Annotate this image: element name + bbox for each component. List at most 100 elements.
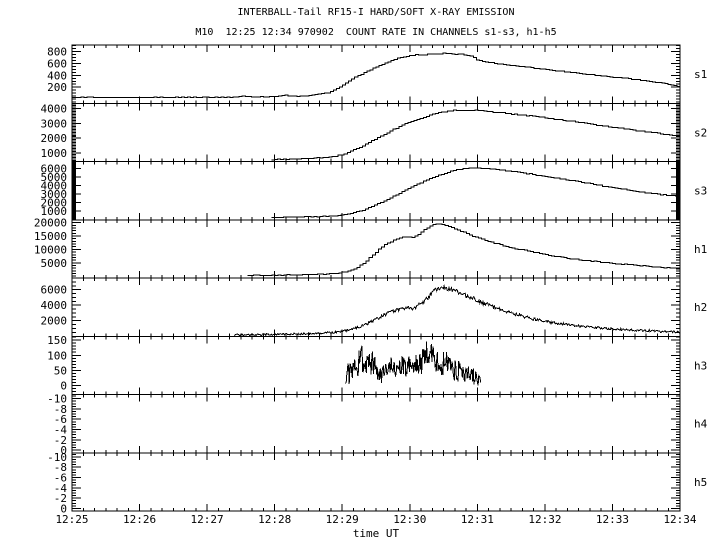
h1-y-minor-ticks [72,219,680,277]
h1-y-tick-label: 15000 [34,230,67,243]
s2-y-tick-label: 3000 [41,117,68,130]
panel-h4: -10-8-6-4-20 h4 [47,393,707,458]
x-tick-label-12:29: 12:29 [326,513,359,526]
h4-channel-label: h4 [694,418,708,431]
s3-y-major-ticks [72,167,680,212]
h3-panel-border [71,335,681,395]
s2-y-major-ticks [72,108,680,154]
panel-h3: 0 50 100 150 h3 [47,334,707,395]
s2-trace [271,109,680,161]
h3-y-tick-label: 150 [47,334,67,347]
h3-y-major-ticks [72,339,680,386]
x-tick-label-12:33: 12:33 [596,513,629,526]
s3-panel-border [71,161,681,221]
s1-y-tick-label: 800 [47,46,67,59]
s1-y-major-ticks [72,51,680,88]
h3-y-tick-label: 50 [54,364,67,377]
h1-channel-label: h1 [694,243,707,256]
h1-y-major-ticks [72,222,680,264]
h3-trace [345,341,482,386]
h5-y-tick-label: -2 [54,492,67,505]
s3-y-tick-label: 4000 [41,180,68,193]
x-tick-label-12:28: 12:28 [258,513,291,526]
chart-subtitle: M10 12:25 12:34 970902 COUNT RATE IN CHA… [195,27,557,38]
h5-y-tick-label: -6 [54,472,67,485]
s1-channel-label: s1 [694,68,707,81]
h5-y-minor-ticks [72,453,680,512]
x-tick-labels: 12:25 12:26 12:27 12:28 12:29 12:30 12:31 12:32… [55,513,696,526]
h4-y-tick-label: 0 [60,444,67,457]
s3-y-tick-label: 3000 [41,188,68,201]
s2-y-minor-ticks [72,103,680,161]
h4-y-tick-label: -10 [47,393,67,406]
h5-y-tick-label: -4 [54,482,68,495]
x-tick-label-12:27: 12:27 [191,513,224,526]
h3-y-tick-label: 100 [47,349,67,362]
x-tick-label-12:32: 12:32 [528,513,561,526]
s2-channel-label: s2 [694,126,707,139]
h5-y-tick-label: -10 [47,451,67,464]
h1-panel-border [71,219,681,279]
h5-y-tick-label: 0 [60,502,67,515]
s2-x-ticks [71,103,681,162]
s2-y-tick-label: 4000 [41,103,68,116]
h2-y-major-ticks [72,289,680,322]
x-tick-label-12:31: 12:31 [461,513,494,526]
h4-y-major-ticks [72,398,680,451]
x-tick-label-12:26: 12:26 [123,513,156,526]
h2-y-tick-label: 6000 [41,284,68,297]
chart-title: INTERBALL-Tail RF15-I HARD/SOFT X-RAY EM… [237,7,515,18]
h2-trace [233,283,680,337]
s2-panel-border [71,102,681,162]
h1-x-ticks [71,219,681,278]
s2-y-tick-label: 1000 [41,147,68,160]
s1-y-tick-label: 200 [47,81,67,94]
h3-x-ticks [71,336,681,395]
h2-x-ticks [71,278,681,337]
s2-y-tick-label: 2000 [41,132,68,145]
x-tick-label-12:30: 12:30 [393,513,426,526]
h2-panel-border [71,277,681,337]
s3-channel-label: s3 [694,185,707,198]
s1-y-tick-label: 600 [47,57,67,70]
h4-y-tick-label: -2 [54,434,67,447]
h4-y-tick-label: -8 [54,403,67,416]
h4-x-ticks [71,394,681,453]
h4-panel-border [71,394,681,454]
h4-y-minor-ticks [72,395,680,454]
s3-y-tick-label: 5000 [41,171,68,184]
h5-panel-border [71,452,681,512]
s3-y-tick-label: 6000 [41,162,68,175]
h2-y-minor-ticks [72,277,680,337]
h1-y-tick-label: 20000 [34,217,67,230]
s3-y-tick-label: 2000 [41,197,68,210]
h5-channel-label: h5 [694,476,707,489]
s3-x-ticks [71,161,681,220]
h5-y-tick-label: -8 [54,461,67,474]
h4-y-tick-label: -6 [54,413,67,426]
s3-trace [271,167,680,219]
h1-trace [247,223,680,277]
h5-x-ticks [71,452,681,511]
panel-h2: 2000 4000 6000 h2 [41,277,707,337]
x-tick-label-12:34: 12:34 [663,513,696,526]
s1-y-tick-label: 400 [47,69,67,82]
x-axis-label: time UT [352,527,400,540]
h3-channel-label: h3 [694,359,707,372]
s3-y-minor-ticks [72,161,680,221]
h2-channel-label: h2 [694,301,707,314]
h1-y-tick-label: 5000 [41,257,68,270]
h3-y-tick-label: 0 [60,379,67,392]
h1-y-tick-label: 10000 [34,243,67,256]
panel-h5: -10-8-6-4-20 h5 [47,451,707,516]
s1-trace [72,52,680,99]
h2-y-tick-label: 2000 [41,315,68,328]
h4-y-tick-label: -4 [54,424,68,437]
h5-y-major-ticks [72,456,680,509]
